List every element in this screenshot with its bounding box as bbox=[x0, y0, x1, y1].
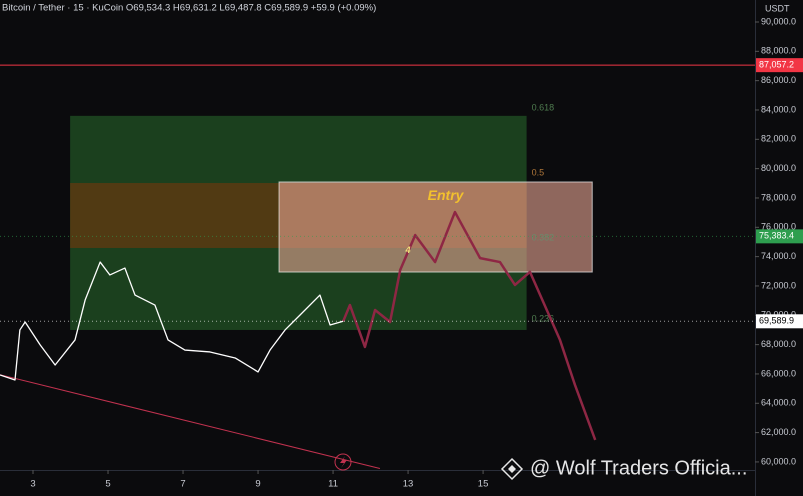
x-tick-label: 7 bbox=[180, 479, 185, 490]
y-tick-label: 90,000.0 bbox=[761, 16, 796, 26]
y-tick-label: 88,000.0 bbox=[761, 46, 796, 56]
fib-label: 0.236 bbox=[532, 313, 555, 323]
y-tick-label: 68,000.0 bbox=[761, 339, 796, 349]
y-tick-label: 86,000.0 bbox=[761, 75, 796, 85]
x-tick-label: 3 bbox=[30, 479, 35, 490]
y-tick-label: 62,000.0 bbox=[761, 427, 796, 437]
price-label: 87,057.2 bbox=[759, 60, 794, 70]
y-tick-label: 76,000.0 bbox=[761, 222, 796, 232]
currency-label: USDT bbox=[765, 3, 790, 13]
x-tick-label: 11 bbox=[328, 479, 338, 490]
y-tick-label: 84,000.0 bbox=[761, 104, 796, 114]
annotation: 4 bbox=[405, 245, 411, 255]
price-label: 69,589.9 bbox=[759, 316, 794, 326]
fib-label: 0.618 bbox=[532, 102, 555, 112]
y-tick-label: 60,000.0 bbox=[761, 456, 796, 466]
chart-title: Bitcoin / Tether · 15 · KuCoin O69,534.3… bbox=[2, 3, 376, 14]
y-tick-label: 74,000.0 bbox=[761, 251, 796, 261]
y-tick-label: 66,000.0 bbox=[761, 368, 796, 378]
annotation: Entry bbox=[428, 187, 465, 203]
y-tick-label: 80,000.0 bbox=[761, 163, 796, 173]
x-tick-label: 5 bbox=[105, 479, 110, 490]
x-tick-label: 13 bbox=[403, 479, 414, 490]
price-label-box bbox=[756, 314, 803, 329]
price-label-box bbox=[756, 229, 803, 244]
watermark-icon bbox=[500, 457, 524, 481]
projection-line bbox=[342, 210, 597, 441]
zone bbox=[278, 181, 593, 273]
x-tick-label: 9 bbox=[255, 479, 260, 490]
y-tick-label: 72,000.0 bbox=[761, 280, 796, 290]
y-tick-label: 82,000.0 bbox=[761, 134, 796, 144]
fib-label: 0.5 bbox=[532, 167, 545, 177]
watermark: @ Wolf Traders Officia... bbox=[530, 457, 747, 479]
x-tick-label: 15 bbox=[478, 479, 489, 490]
plot: 0.618 0.5 0.382 0.236 Entry 4 bbox=[0, 64, 755, 470]
price-line bbox=[0, 261, 344, 381]
y-tick-label: 78,000.0 bbox=[761, 192, 796, 202]
price-label: 75,383.4 bbox=[759, 231, 794, 241]
lightning-icon bbox=[334, 453, 352, 471]
fib-label: 0.382 bbox=[532, 232, 555, 242]
price-label-box bbox=[756, 58, 803, 73]
trendline bbox=[0, 374, 381, 470]
y-tick-label: 64,000.0 bbox=[761, 398, 796, 408]
